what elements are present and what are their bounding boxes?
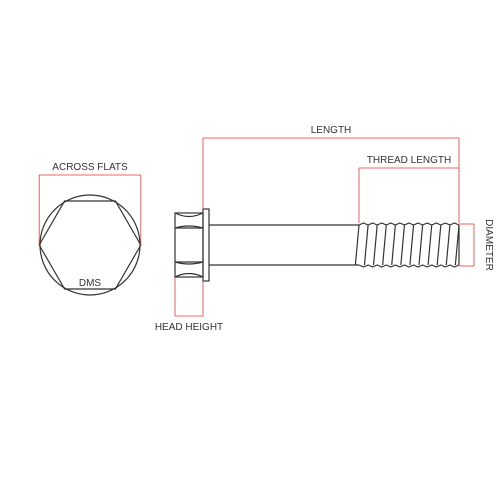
- label-diameter: DIAMETER: [483, 219, 494, 271]
- dim-across-flats: ACROSS FLATS: [39, 162, 141, 245]
- dim-length: LENGTH: [203, 125, 459, 223]
- dim-head-height: HEAD HEIGHT: [155, 277, 223, 333]
- side-view: [175, 209, 459, 281]
- hex-outline: [39, 201, 141, 289]
- bolt-diagram: ACROSS FLATS DMS LENGTH: [0, 0, 500, 500]
- bolt-shank: [209, 225, 359, 265]
- bolt-threads: [355, 223, 459, 267]
- label-length: LENGTH: [311, 125, 352, 136]
- washer-face: [203, 209, 209, 281]
- label-thread-length: THREAD LENGTH: [367, 155, 451, 166]
- label-head-height: HEAD HEIGHT: [155, 322, 223, 333]
- dim-thread-length: THREAD LENGTH: [359, 155, 459, 223]
- bolt-head-side: [175, 213, 203, 277]
- label-across-flats: ACROSS FLATS: [52, 162, 128, 173]
- dim-diameter: DIAMETER: [459, 219, 494, 271]
- label-dms: DMS: [79, 278, 102, 289]
